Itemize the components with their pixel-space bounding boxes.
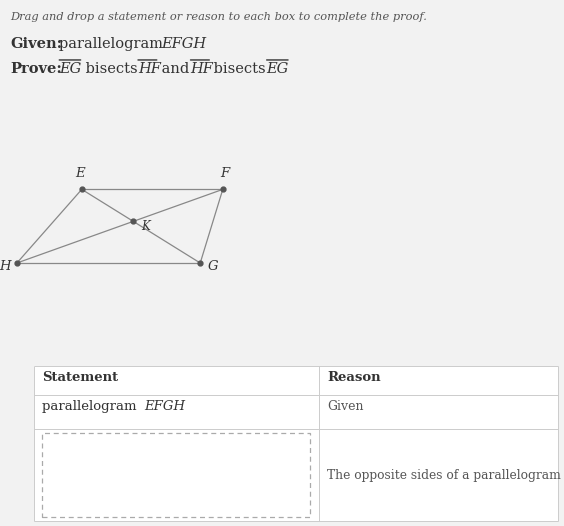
Text: K: K bbox=[142, 220, 150, 233]
Text: G: G bbox=[208, 260, 218, 274]
Text: parallelogram: parallelogram bbox=[42, 400, 141, 413]
Text: Statement: Statement bbox=[42, 371, 118, 384]
Text: bisects: bisects bbox=[81, 62, 142, 76]
Text: EFGH: EFGH bbox=[144, 400, 185, 413]
Text: Reason: Reason bbox=[327, 371, 381, 384]
Text: HF: HF bbox=[138, 62, 161, 76]
Text: EFGH: EFGH bbox=[161, 37, 206, 51]
Text: and: and bbox=[157, 62, 193, 76]
Text: Drag and drop a statement or reason to each box to complete the proof.: Drag and drop a statement or reason to e… bbox=[10, 12, 427, 22]
Text: HF: HF bbox=[191, 62, 213, 76]
Text: F: F bbox=[220, 167, 229, 180]
Text: EG: EG bbox=[59, 62, 81, 76]
Text: EG: EG bbox=[267, 62, 289, 76]
Text: bisects: bisects bbox=[209, 62, 271, 76]
Text: Prove:: Prove: bbox=[10, 62, 62, 76]
Bar bbox=[42, 433, 310, 517]
Text: Given:: Given: bbox=[10, 37, 62, 51]
Text: parallelogram: parallelogram bbox=[59, 37, 168, 51]
Text: H: H bbox=[0, 260, 10, 274]
Text: E: E bbox=[75, 167, 85, 180]
Bar bbox=[34, 366, 558, 521]
Text: The opposite sides of a parallelogram are co: The opposite sides of a parallelogram ar… bbox=[327, 469, 564, 482]
Text: Given: Given bbox=[327, 400, 364, 413]
